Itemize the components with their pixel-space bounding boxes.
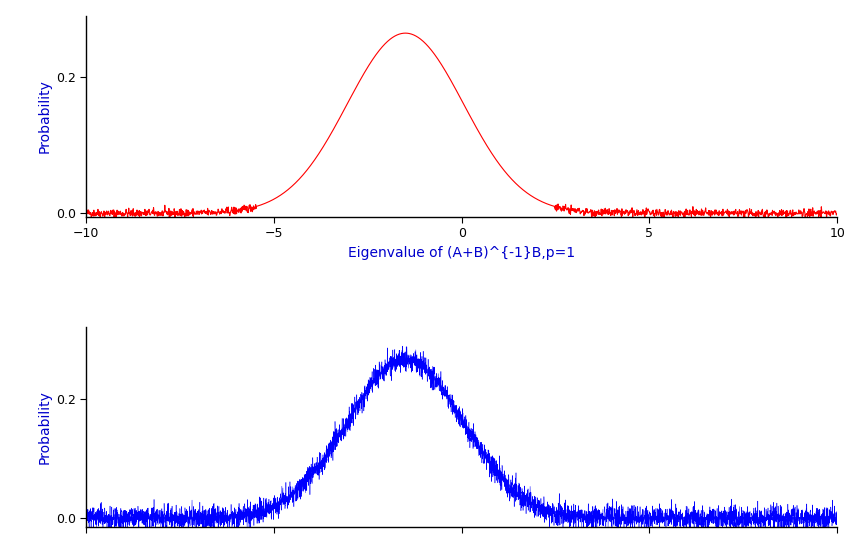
X-axis label: Eigenvalue of (A+B)^{-1}B,p=1: Eigenvalue of (A+B)^{-1}B,p=1	[348, 245, 576, 259]
Y-axis label: Probability: Probability	[38, 390, 52, 464]
Y-axis label: Probability: Probability	[38, 80, 52, 153]
